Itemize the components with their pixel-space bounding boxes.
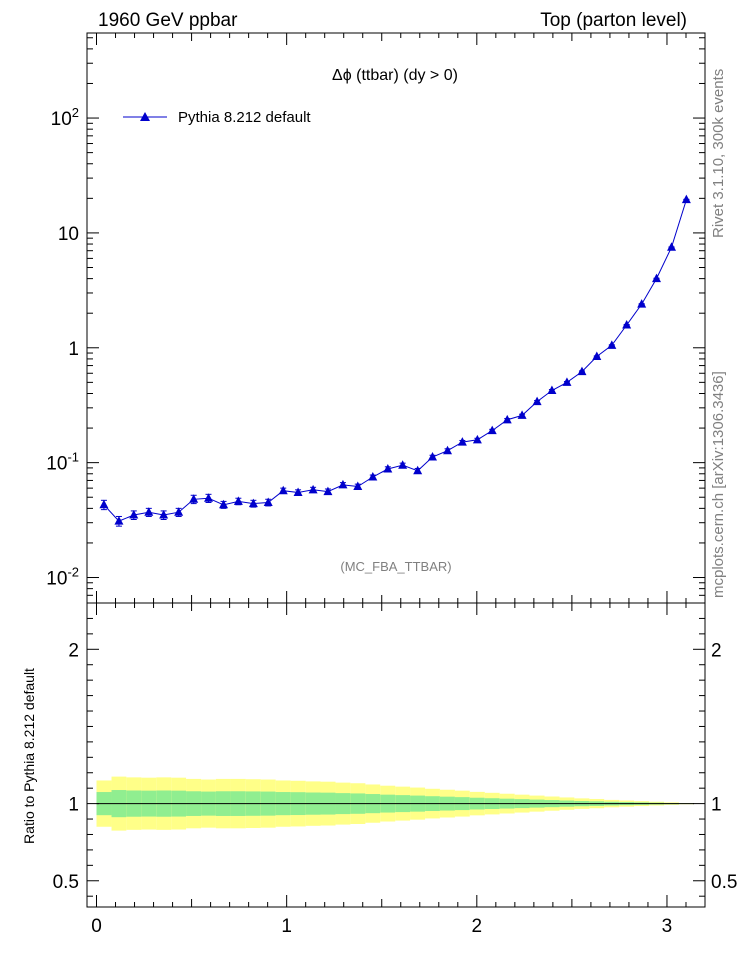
legend: Pythia 8.212 default xyxy=(123,109,311,126)
y-tick-label: 1 xyxy=(68,339,79,360)
chart-title: Δϕ (ttbar) (dy > 0) xyxy=(332,67,458,84)
legend-label: Pythia 8.212 default xyxy=(178,109,311,126)
main-panel: Δϕ (ttbar) (dy > 0) (MC_FBA_TTBAR) Pythi… xyxy=(46,32,706,604)
data-point xyxy=(114,516,124,525)
data-point xyxy=(159,510,169,519)
data-point xyxy=(532,396,542,406)
data-point xyxy=(472,434,482,444)
y-tick-label: 10 xyxy=(58,224,79,245)
data-point xyxy=(681,194,691,204)
data-point xyxy=(487,425,497,435)
data-point xyxy=(502,414,512,424)
data-point xyxy=(323,486,333,496)
data-point xyxy=(517,410,527,419)
y-tick-label: 102 xyxy=(51,105,79,130)
data-point xyxy=(338,479,348,489)
data-point xyxy=(368,472,378,481)
data-point xyxy=(293,487,303,496)
data-point xyxy=(174,507,184,516)
data-point xyxy=(144,507,154,516)
y-tick-label: 10-1 xyxy=(46,450,79,475)
data-point xyxy=(233,496,243,505)
watermark: (MC_FBA_TTBAR) xyxy=(340,559,451,574)
data-point xyxy=(637,299,647,308)
data-point xyxy=(577,366,587,376)
legend-marker xyxy=(140,112,150,121)
x-tick-label: 1 xyxy=(281,916,292,937)
data-point xyxy=(99,499,109,509)
data-point xyxy=(383,464,393,473)
ratio-y-tick-label: 2 xyxy=(68,640,79,661)
ratio-ylabel: Ratio to Pythia 8.212 default xyxy=(21,668,37,844)
series-line xyxy=(103,199,687,522)
ratio-y-tick-label-right: 1 xyxy=(711,795,722,816)
x-tick-label: 2 xyxy=(472,916,483,937)
data-point xyxy=(667,242,677,251)
data-point xyxy=(607,340,617,349)
data-point xyxy=(189,494,199,503)
ratio-panel: 0.5 0.5 1 1 2 2 0 1 2 3 Ratio to Pythia 8.212 def… xyxy=(21,602,737,937)
mcplots-label: mcplots.cern.ch [arXiv:1306.3436] xyxy=(710,371,727,598)
ratio-frame xyxy=(86,602,706,908)
x-tick-label: 0 xyxy=(91,916,102,937)
data-point xyxy=(308,484,318,494)
ratio-y-tick-label: 1 xyxy=(68,795,79,816)
data-point xyxy=(562,377,572,386)
header-left: 1960 GeV ppbar xyxy=(98,10,238,31)
data-point xyxy=(278,485,288,495)
x-tick-label: 3 xyxy=(662,916,673,937)
data-point xyxy=(413,465,423,475)
ratio-y-tick-label-right: 2 xyxy=(711,640,722,661)
data-point xyxy=(428,451,438,461)
data-point xyxy=(204,493,214,502)
data-point xyxy=(248,498,258,508)
header-right: Top (parton level) xyxy=(540,10,687,31)
data-point xyxy=(652,273,662,283)
data-point xyxy=(263,497,273,506)
ratio-y-tick-label-right: 0.5 xyxy=(711,872,737,893)
data-point xyxy=(129,510,139,519)
data-point xyxy=(547,385,557,394)
data-point xyxy=(353,481,363,490)
data-point xyxy=(219,499,229,509)
data-point xyxy=(457,437,467,446)
data-point xyxy=(592,351,602,360)
data-point xyxy=(443,445,453,455)
data-point xyxy=(622,319,632,329)
ratio-y-tick-label: 0.5 xyxy=(53,872,79,893)
data-point xyxy=(398,460,408,469)
y-tick-label: 10-2 xyxy=(46,565,79,590)
rivet-label: Rivet 3.1.10, 300k events xyxy=(710,69,727,238)
